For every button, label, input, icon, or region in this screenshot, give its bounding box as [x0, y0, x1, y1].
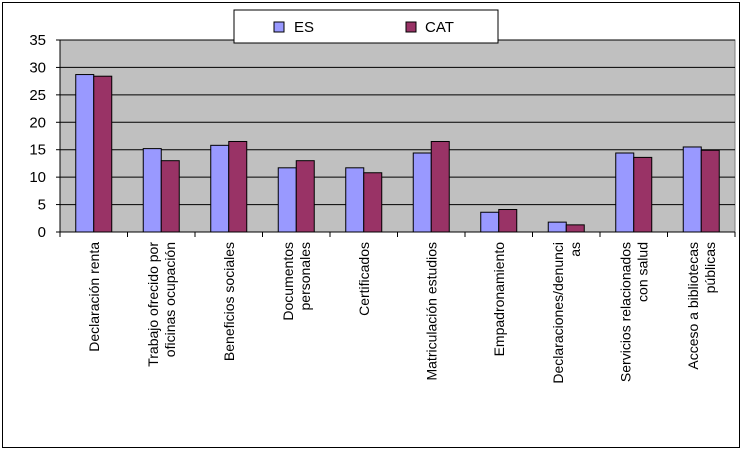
bar-cat [430, 140, 450, 233]
category-label: Acceso a bibliotecaspúblicas [685, 242, 718, 370]
bar-cat [160, 160, 180, 233]
category-label-line: Trabajo ofrecido por [145, 242, 161, 367]
bar-cat [363, 172, 383, 233]
bar-es [277, 167, 297, 233]
y-tick-label: 0 [38, 224, 46, 241]
category-label-line: Beneficios sociales [221, 242, 237, 361]
bar-es [682, 146, 702, 233]
category-label: Trabajo ofrecido poroficinas ocupación [145, 242, 178, 367]
category-label-line: con salud [634, 242, 650, 302]
category-label: Beneficios sociales [221, 242, 237, 361]
bars [75, 74, 720, 233]
bar-es [412, 152, 432, 233]
bar-es [75, 74, 95, 233]
category-label-line: Empadronamiento [491, 242, 507, 357]
category-label: Documentospersonales [280, 242, 313, 321]
category-label-line: públicas [702, 242, 718, 293]
category-label-line: Certificados [356, 242, 372, 316]
legend-label-es: ES [294, 19, 314, 36]
bar-es [615, 152, 635, 233]
bar-es [345, 167, 365, 233]
bar-cat [700, 149, 720, 233]
y-tick-label: 25 [29, 87, 46, 104]
bar-cat [565, 224, 585, 233]
bar-cat [633, 156, 653, 233]
bar-cat [93, 75, 113, 233]
legend-swatch-cat [405, 21, 417, 33]
y-tick-label: 15 [29, 142, 46, 159]
category-label: Declaración renta [86, 242, 102, 352]
bar-es [480, 211, 500, 233]
category-label-line: Matriculación estudios [423, 242, 439, 381]
y-tick-label: 5 [38, 197, 46, 214]
legend: ES CAT [233, 9, 499, 44]
y-tick-label: 10 [29, 169, 46, 186]
bar-cat [228, 140, 248, 233]
legend-swatch-es [273, 21, 285, 33]
category-label-line: oficinas ocupación [162, 242, 178, 357]
category-label: Matriculación estudios [423, 242, 439, 381]
bar-cat [295, 160, 315, 233]
category-label: Servicios relacionadoscon salud [617, 242, 650, 382]
category-label-line: Servicios relacionados [617, 242, 633, 382]
category-label-line: as [567, 242, 583, 257]
bar-cat [498, 209, 518, 233]
category-label: Empadronamiento [491, 242, 507, 357]
category-label-line: Declaraciones/denunci [550, 242, 566, 384]
category-labels: Declaración renta Trabajo ofrecido porofi… [86, 242, 718, 384]
category-label-line: Documentos [280, 242, 296, 321]
category-label: Declaraciones/denuncias [550, 242, 583, 384]
axes [56, 39, 736, 237]
bar-es [210, 144, 230, 233]
category-label-line: Acceso a bibliotecas [685, 242, 701, 370]
y-tick-label: 30 [29, 59, 46, 76]
category-label-line: personales [297, 242, 313, 311]
bar-es [547, 221, 567, 233]
category-label: Certificados [356, 242, 372, 316]
bar-es [142, 148, 162, 233]
y-tick-labels: 0 5 10 15 20 25 30 35 [29, 32, 46, 241]
y-tick-label: 20 [29, 114, 46, 131]
y-tick-label: 35 [29, 32, 46, 49]
legend-label-cat: CAT [425, 19, 454, 36]
category-label-line: Declaración renta [86, 242, 102, 352]
